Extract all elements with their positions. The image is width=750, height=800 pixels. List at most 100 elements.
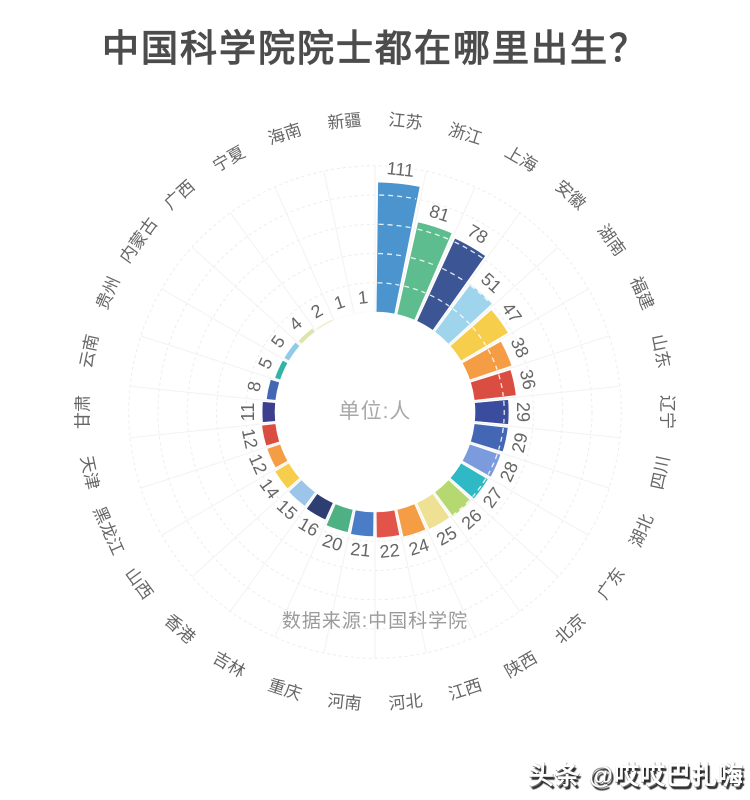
- grid-spoke: [274, 503, 335, 638]
- grid-spoke: [191, 478, 302, 578]
- value-label: 36: [516, 368, 540, 392]
- value-label: 24: [406, 535, 431, 560]
- province-label: 浙江: [446, 120, 484, 149]
- province-label: 辽宁: [658, 395, 677, 429]
- province-label: 河南: [327, 691, 363, 713]
- province-label: 重庆: [266, 675, 304, 704]
- bar-grid-dash: [378, 223, 411, 229]
- province-label: 广西: [161, 177, 199, 214]
- chart-sector-安徽[interactable]: [434, 283, 493, 345]
- grid-spoke: [130, 421, 276, 439]
- province-label: 江苏: [388, 110, 424, 132]
- chart-sector-香港[interactable]: [288, 479, 316, 507]
- grid-spoke: [161, 461, 289, 536]
- chart-sector-黑龙江[interactable]: [266, 443, 289, 469]
- value-label: 21: [350, 539, 372, 561]
- bar-grid-dash: [452, 499, 470, 516]
- bar-grid-dash: [472, 326, 487, 346]
- grid-spoke: [448, 478, 559, 578]
- grid-spoke: [415, 503, 476, 638]
- value-label: 38: [507, 334, 533, 360]
- chart-sector-山东[interactable]: [470, 369, 517, 401]
- value-label: 22: [379, 540, 401, 562]
- province-label: 山西: [121, 564, 156, 603]
- bar-grid-dash: [379, 194, 417, 200]
- province-label: 宁夏: [210, 142, 249, 175]
- chart-sector-天津[interactable]: [261, 423, 280, 447]
- value-label: 2: [307, 300, 326, 322]
- chart-sector-山西[interactable]: [274, 462, 301, 490]
- value-label: 81: [427, 201, 452, 226]
- bar-grid-dash: [429, 294, 450, 307]
- value-label: 5: [254, 355, 276, 372]
- province-label: 福建: [626, 274, 657, 313]
- chart-sector-广西[interactable]: [297, 327, 316, 345]
- bar-grid-dash: [404, 285, 426, 294]
- chart-sector-新疆[interactable]: [354, 310, 375, 315]
- bar-grid-dash: [487, 454, 498, 475]
- province-label: 吉林: [210, 648, 249, 681]
- value-label: 1: [332, 291, 348, 313]
- province-label: 甘肃: [74, 395, 93, 429]
- bar-grid-dash: [417, 228, 449, 240]
- grid-spoke: [229, 492, 317, 612]
- bar-grid-dash: [377, 282, 400, 286]
- province-label: 陕西: [502, 648, 541, 681]
- chart-sector-河北[interactable]: [375, 509, 400, 539]
- chart-sector-云南[interactable]: [266, 379, 280, 401]
- chart-sector-四川[interactable]: [470, 423, 509, 453]
- grid-spoke: [323, 171, 355, 315]
- province-label: 湖北: [626, 511, 657, 550]
- province-label: 云南: [77, 333, 103, 370]
- bar-grid-dash: [441, 267, 467, 283]
- bar-grid-dash: [498, 374, 504, 397]
- bar-grid-dash: [378, 252, 406, 257]
- chart-sector-上海[interactable]: [416, 237, 486, 331]
- grid-spoke: [191, 246, 302, 346]
- province-label: 安徽: [551, 177, 589, 214]
- chart-sector-贵州[interactable]: [274, 359, 289, 381]
- grid-spoke: [395, 509, 427, 653]
- province-label: 四川: [648, 454, 674, 491]
- value-label: 28: [496, 458, 522, 484]
- chart-sector-福建[interactable]: [461, 340, 513, 381]
- bar-grid-dash: [452, 308, 470, 325]
- grid-spoke: [395, 171, 427, 315]
- chart-sector-浙江[interactable]: [396, 221, 453, 321]
- value-label: 11: [238, 403, 258, 422]
- grid-spoke: [474, 421, 620, 439]
- chart-sector-甘肃[interactable]: [261, 401, 276, 423]
- value-label: 1: [357, 287, 369, 308]
- unit-label: 单位:人: [338, 400, 412, 423]
- bar-grid-dash: [470, 285, 492, 305]
- chart-sector-海南[interactable]: [334, 312, 354, 321]
- province-label: 山东: [648, 333, 674, 370]
- chart-sector-湖北[interactable]: [461, 443, 502, 478]
- province-label: 内蒙古: [116, 214, 161, 266]
- chart-sector-江西[interactable]: [396, 503, 427, 538]
- bar-grid-dash: [472, 478, 487, 498]
- value-label: 20: [320, 530, 345, 555]
- bar-grid-dash: [454, 241, 483, 259]
- value-label: 16: [295, 513, 322, 540]
- chart-sector-吉林[interactable]: [305, 493, 334, 521]
- bar-grid-dash: [487, 349, 498, 370]
- province-label: 海南: [266, 120, 304, 149]
- value-label: 5: [267, 332, 289, 352]
- province-label: 新疆: [327, 110, 363, 132]
- chart-sector-河南[interactable]: [350, 509, 375, 537]
- province-label: 湖南: [594, 221, 629, 260]
- bar-grid-dash: [410, 256, 437, 267]
- province-label: 黑龙江: [89, 504, 127, 558]
- chart-sector-重庆[interactable]: [325, 503, 354, 533]
- value-label: 8: [244, 379, 266, 393]
- chart-sector-辽宁[interactable]: [474, 399, 510, 425]
- chart-sector-宁夏[interactable]: [315, 318, 334, 331]
- chart-sector-江苏[interactable]: [375, 181, 421, 315]
- grid-spoke: [448, 246, 559, 346]
- chart-sector-陕西[interactable]: [416, 493, 451, 530]
- chart-sector-内蒙古[interactable]: [283, 341, 301, 362]
- grid-spoke: [229, 212, 317, 332]
- grid-spoke: [474, 385, 620, 403]
